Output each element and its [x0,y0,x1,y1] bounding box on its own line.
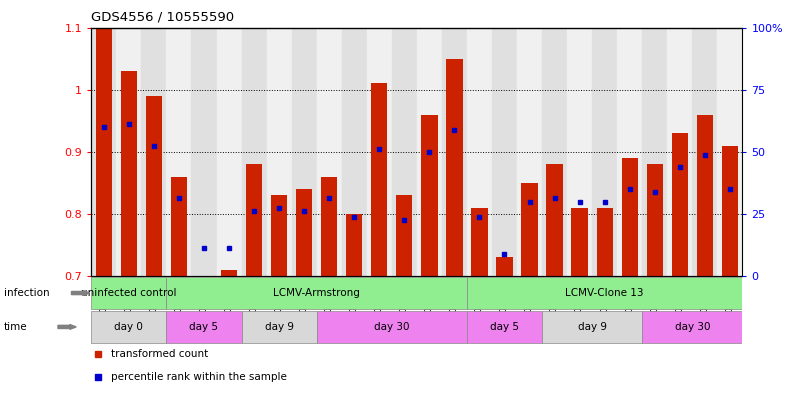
Bar [517,28,542,276]
Bar [96,28,112,276]
Bar [317,28,341,276]
Text: infection: infection [4,288,49,298]
Bar [546,164,563,276]
Bar [672,133,688,276]
Bar [467,310,542,343]
Bar [217,28,241,276]
Bar [567,28,592,276]
Bar [592,28,617,276]
Bar [717,28,742,276]
Bar [422,114,437,276]
Text: transformed count: transformed count [111,349,208,359]
Bar [191,28,217,276]
Bar [542,310,642,343]
Bar [496,257,513,276]
Bar [646,164,663,276]
Bar [572,208,588,276]
Bar [321,177,337,276]
Bar [472,208,488,276]
Bar [396,195,412,276]
Text: day 30: day 30 [374,322,410,332]
Bar [667,28,692,276]
Bar [391,28,417,276]
Bar [467,28,492,276]
Bar [442,28,467,276]
Bar [121,71,137,276]
Bar [171,177,187,276]
Bar [221,270,237,276]
Text: day 0: day 0 [114,322,143,332]
Bar [522,183,538,276]
Text: day 30: day 30 [675,322,710,332]
Bar [696,114,713,276]
Text: GDS4556 / 10555590: GDS4556 / 10555590 [91,11,234,24]
Text: uninfected control: uninfected control [81,288,176,298]
Bar [542,28,567,276]
Text: day 9: day 9 [264,322,294,332]
Bar [91,310,167,343]
Bar [596,208,613,276]
Bar [141,28,167,276]
Bar [371,83,387,276]
Bar [117,28,141,276]
Bar [446,59,463,276]
Bar [91,28,117,276]
Bar [241,28,267,276]
Bar [167,28,191,276]
Bar [642,28,667,276]
Bar [267,28,291,276]
Bar [91,277,167,309]
Text: time: time [4,322,28,332]
Bar [642,310,742,343]
Bar [492,28,517,276]
Bar [317,310,467,343]
Bar [722,145,738,276]
Text: percentile rank within the sample: percentile rank within the sample [111,372,287,382]
Bar [291,28,317,276]
Text: day 5: day 5 [490,322,519,332]
Bar [146,96,162,276]
Bar [296,189,312,276]
Bar [346,214,362,276]
Bar [271,195,287,276]
Bar [241,310,317,343]
Bar [692,28,717,276]
Text: day 5: day 5 [190,322,218,332]
Bar [622,158,638,276]
Bar [467,277,742,309]
Bar [367,28,391,276]
Bar [341,28,367,276]
Bar [167,277,467,309]
Bar [167,310,241,343]
Text: LCMV-Clone 13: LCMV-Clone 13 [565,288,644,298]
Text: day 9: day 9 [578,322,607,332]
Bar [417,28,442,276]
Bar [246,164,262,276]
Bar [617,28,642,276]
Text: LCMV-Armstrong: LCMV-Armstrong [273,288,360,298]
